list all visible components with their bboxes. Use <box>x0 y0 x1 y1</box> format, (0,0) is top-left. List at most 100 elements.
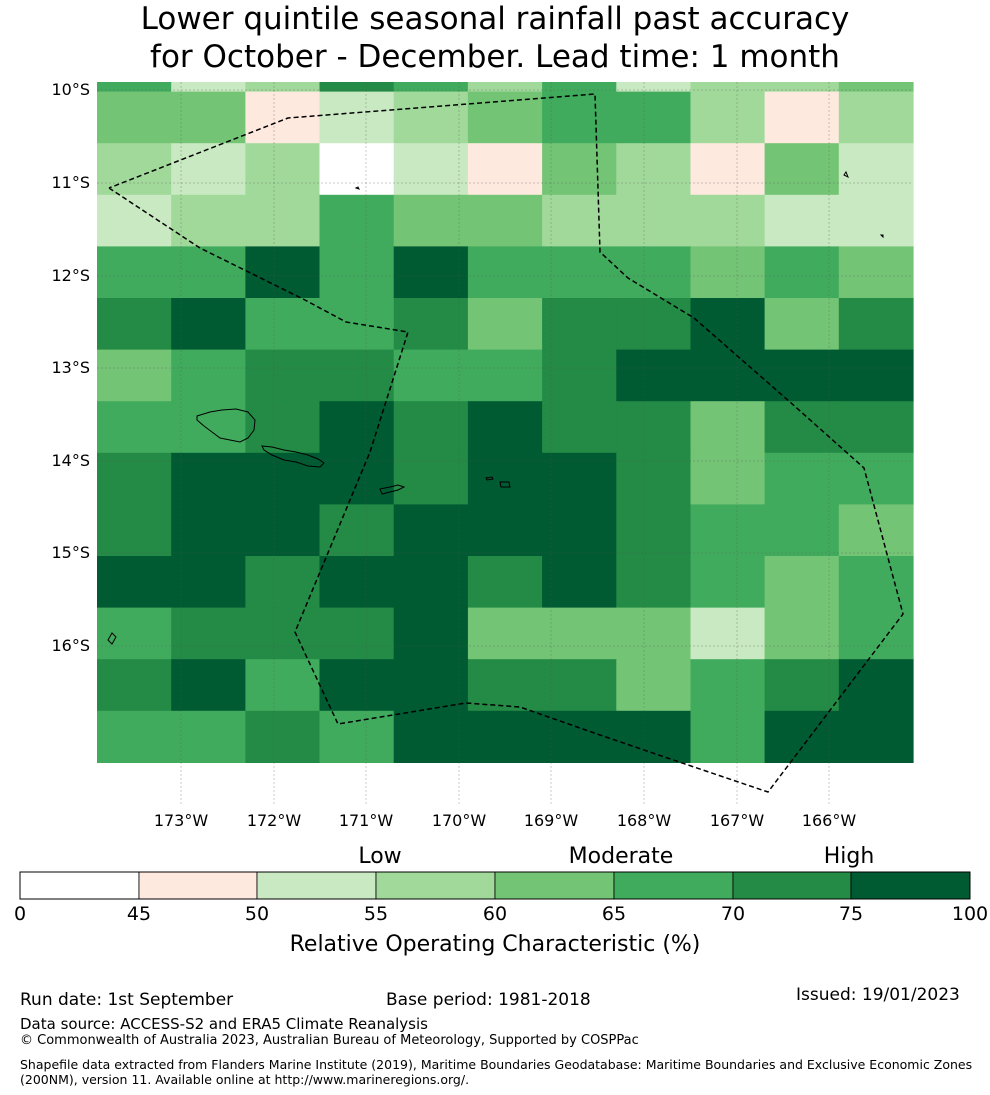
grid-cell <box>467 143 543 196</box>
grid-cell <box>690 82 766 93</box>
chart-title: Lower quintile seasonal rainfall past ac… <box>0 0 990 76</box>
grid-cell <box>838 659 914 712</box>
lat-label-11s: 11°S <box>51 173 90 192</box>
grid-cell <box>764 452 840 505</box>
colorbar-segment <box>138 871 258 900</box>
grid-cell <box>467 556 543 609</box>
grid-cell <box>97 91 172 144</box>
grid-cell <box>838 194 914 247</box>
grid-cell <box>542 659 617 712</box>
grid-cell <box>690 194 766 247</box>
grid-cell <box>171 91 246 144</box>
grid-cell <box>319 91 395 144</box>
lon-label-168w: 168°W <box>616 811 672 830</box>
upolu-island <box>261 445 325 468</box>
grid-cell <box>542 401 617 454</box>
grid-cell <box>319 246 395 299</box>
grid-cell <box>319 143 395 196</box>
tick-55: 55 <box>363 903 389 925</box>
grid-cell <box>467 82 543 93</box>
grid-cell <box>319 504 395 557</box>
shapefile-credit-2: (200NM), version 11. Available online at… <box>20 1072 470 1087</box>
grid-cell <box>245 91 321 144</box>
grid-cell <box>393 710 469 763</box>
grid-cell <box>319 194 395 247</box>
grid-cell <box>319 82 395 93</box>
tutuila-island <box>379 484 406 495</box>
grid-cell <box>97 659 172 712</box>
grid-cell <box>690 298 766 351</box>
tick-60: 60 <box>482 903 508 925</box>
category-moderate: Moderate <box>568 844 674 869</box>
grid-cell <box>319 556 395 609</box>
grid-cell <box>171 504 246 557</box>
grid-cell <box>542 452 617 505</box>
grid-cell <box>97 401 172 454</box>
grid-cell <box>319 452 395 505</box>
grid-cell <box>542 194 617 247</box>
grid-cell <box>542 82 617 93</box>
grid-cell <box>838 710 914 763</box>
accuracy-grid <box>97 82 914 763</box>
grid-cell <box>838 82 914 93</box>
grid-cell <box>245 659 321 712</box>
grid-cell <box>542 607 617 660</box>
grid-cell <box>690 659 766 712</box>
grid-cell <box>467 452 543 505</box>
grid-cell <box>542 504 617 557</box>
grid-cell <box>764 556 840 609</box>
grid-cell <box>690 91 766 144</box>
grid-cell <box>245 82 321 93</box>
grid-cell <box>542 91 617 144</box>
grid-cell <box>467 607 543 660</box>
colorbar-segment <box>613 871 734 900</box>
tick-0: 0 <box>13 903 27 925</box>
grid-cell <box>467 246 543 299</box>
tick-45: 45 <box>126 903 152 925</box>
grid-cell <box>245 143 321 196</box>
colorbar-frame <box>19 871 971 900</box>
grid-cell <box>838 143 914 196</box>
tick-75: 75 <box>838 903 864 925</box>
title-line-1: Lower quintile seasonal rainfall past ac… <box>140 1 850 37</box>
grid-cell <box>245 194 321 247</box>
grid-cell <box>467 401 543 454</box>
nassau-island <box>843 170 849 179</box>
grid-cell <box>690 556 766 609</box>
grid-cell <box>171 710 246 763</box>
lat-label-14s: 14°S <box>51 451 90 470</box>
grid-cell <box>393 556 469 609</box>
grid-cell <box>838 349 914 402</box>
tick-50: 50 <box>244 903 270 925</box>
grid-cell <box>97 710 172 763</box>
grid-cell <box>393 143 469 196</box>
grid-cell <box>616 504 692 557</box>
grid-cell <box>245 710 321 763</box>
grid-cell <box>690 349 766 402</box>
grid-cell <box>764 298 840 351</box>
grid-cell <box>171 607 246 660</box>
grid-cell <box>542 556 617 609</box>
grid-cell <box>171 401 246 454</box>
grid-cell <box>616 349 692 402</box>
grid-cell <box>245 401 321 454</box>
grid-cell <box>616 556 692 609</box>
category-high: High <box>823 844 875 869</box>
grid-cell <box>838 401 914 454</box>
grid-cell <box>616 659 692 712</box>
grid-cell <box>616 607 692 660</box>
lon-label-173w: 173°W <box>153 811 209 830</box>
grid-cell <box>690 246 766 299</box>
lat-label-10s: 10°S <box>51 80 90 99</box>
grid-cell <box>171 246 246 299</box>
grid-cell <box>616 143 692 196</box>
tick-70: 70 <box>720 903 746 925</box>
grid-cell <box>319 710 395 763</box>
grid-cell <box>97 504 172 557</box>
grid-cell <box>616 194 692 247</box>
grid-cell <box>764 504 840 557</box>
lon-label-167w: 167°W <box>709 811 765 830</box>
grid-cell <box>467 298 543 351</box>
grid-cell <box>616 452 692 505</box>
